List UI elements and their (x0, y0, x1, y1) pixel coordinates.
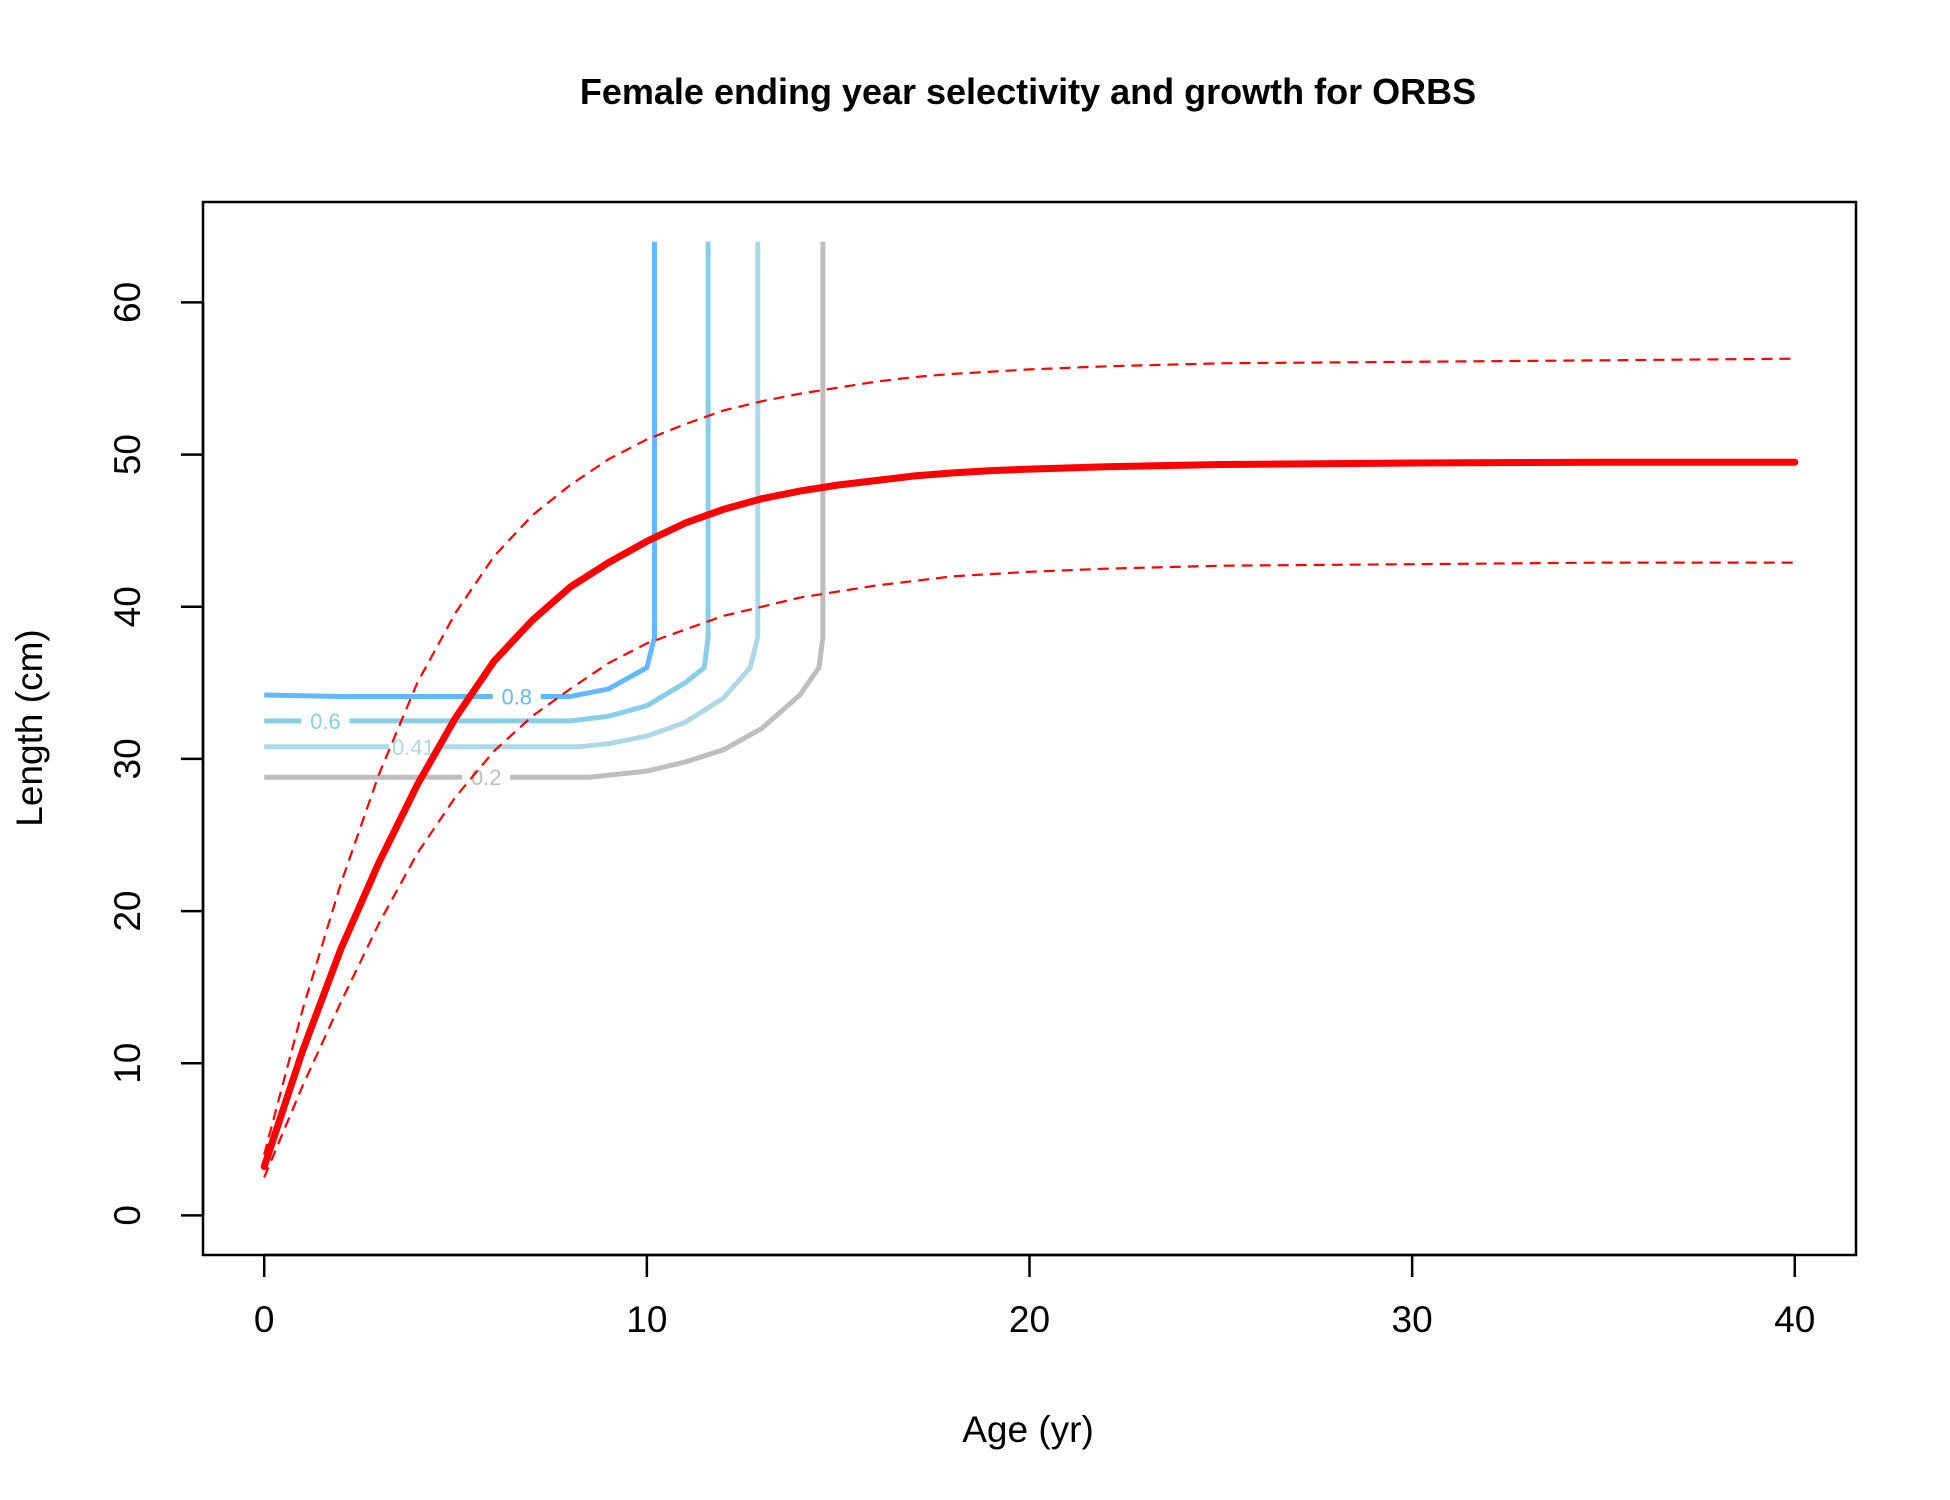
y-axis: 0 10 20 30 40 50 60 (107, 282, 205, 1226)
x-tick-label: 20 (1009, 1299, 1050, 1340)
contour-label-bg (492, 682, 541, 711)
contour-label-bg (389, 732, 438, 761)
y-tick-label: 20 (107, 891, 148, 932)
chart-title: Female ending year selectivity and growt… (580, 71, 1476, 112)
contour-label-bg (462, 763, 511, 792)
y-tick-label: 60 (107, 282, 148, 323)
contour-label-0-6: 0.6 (310, 709, 341, 734)
y-tick-label: 40 (107, 586, 148, 627)
contour-line-0-41 (264, 241, 761, 750)
y-tick-label: 10 (107, 1043, 148, 1084)
selectivity-contours: 0.8 0.6 0.41 0.2 (264, 241, 826, 792)
mean-length-at-age-line (260, 458, 1799, 1171)
x-tick-label: 0 (254, 1299, 275, 1340)
upper-interval-line (263, 357, 1795, 1155)
y-tick-label: 50 (107, 434, 148, 475)
contour-line-0-2 (264, 241, 826, 780)
contour-line-0-8 (264, 241, 657, 699)
y-tick-label: 30 (107, 738, 148, 779)
y-axis-label: Length (cm) (9, 629, 50, 826)
x-tick-label: 30 (1392, 1299, 1433, 1340)
contour-label-bg (301, 706, 350, 735)
x-axis-label: Age (yr) (962, 1409, 1094, 1450)
contour-label-0-41: 0.41 (392, 735, 435, 760)
x-tick-label: 40 (1774, 1299, 1815, 1340)
contour-label-0-2: 0.2 (471, 765, 502, 790)
x-axis: 0 10 20 30 40 (254, 1253, 1815, 1340)
growth-curves (260, 357, 1799, 1178)
contour-line-0-6 (264, 241, 711, 724)
contour-label-0-8: 0.8 (501, 685, 532, 710)
lower-interval-line (263, 561, 1795, 1178)
x-tick-label: 10 (626, 1299, 667, 1340)
y-tick-label: 0 (107, 1205, 148, 1226)
